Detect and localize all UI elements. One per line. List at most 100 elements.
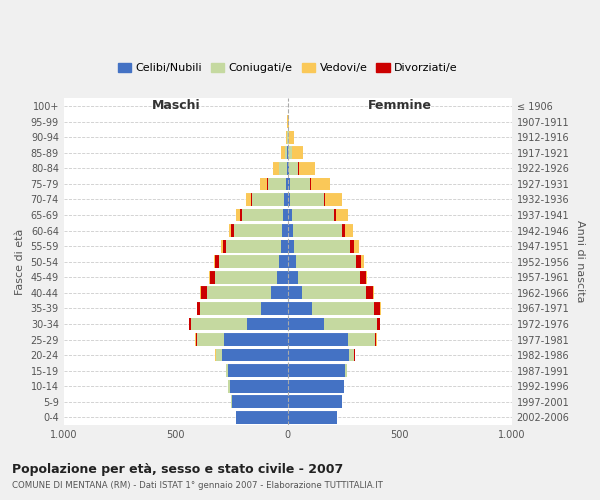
Bar <box>215 271 277 283</box>
Bar <box>221 240 223 252</box>
Bar <box>232 224 234 237</box>
Bar <box>196 333 197 346</box>
Bar <box>234 224 282 237</box>
Bar <box>288 302 313 315</box>
Bar <box>289 131 294 143</box>
Bar <box>288 411 337 424</box>
Bar <box>260 178 267 190</box>
Bar <box>356 256 361 268</box>
Bar <box>288 318 323 330</box>
Bar <box>251 193 252 206</box>
Bar <box>286 178 288 190</box>
Bar <box>252 193 284 206</box>
Bar <box>226 364 229 377</box>
Bar <box>288 224 293 237</box>
Bar <box>373 286 374 299</box>
Bar <box>236 208 240 222</box>
Text: Maschi: Maschi <box>151 99 200 112</box>
Bar <box>296 256 356 268</box>
Bar <box>207 286 271 299</box>
Bar <box>289 162 298 175</box>
Bar <box>336 208 349 222</box>
Bar <box>350 240 355 252</box>
Bar <box>290 178 310 190</box>
Bar <box>281 146 284 159</box>
Y-axis label: Fasce di età: Fasce di età <box>15 228 25 295</box>
Bar <box>292 146 302 159</box>
Bar <box>273 162 278 175</box>
Bar <box>226 240 281 252</box>
Bar <box>221 348 288 362</box>
Bar <box>197 302 200 315</box>
Bar <box>288 240 294 252</box>
Bar <box>323 318 377 330</box>
Bar <box>288 348 349 362</box>
Bar <box>268 178 286 190</box>
Bar <box>360 271 367 283</box>
Bar <box>349 348 354 362</box>
Bar <box>229 364 288 377</box>
Bar <box>214 256 215 268</box>
Legend: Celibi/Nubili, Coniugati/e, Vedovi/e, Divorziati/e: Celibi/Nubili, Coniugati/e, Vedovi/e, Di… <box>113 58 462 78</box>
Bar <box>288 380 344 392</box>
Bar <box>281 240 288 252</box>
Bar <box>220 256 279 268</box>
Bar <box>197 333 224 346</box>
Bar <box>288 131 289 143</box>
Bar <box>375 333 376 346</box>
Bar <box>230 380 288 392</box>
Bar <box>284 146 287 159</box>
Bar <box>284 193 288 206</box>
Bar <box>215 256 220 268</box>
Bar <box>232 396 288 408</box>
Bar <box>279 256 288 268</box>
Bar <box>236 411 288 424</box>
Bar <box>288 286 302 299</box>
Bar <box>210 271 215 283</box>
Text: COMUNE DI MENTANA (RM) - Dati ISTAT 1° gennaio 2007 - Elaborazione TUTTITALIA.IT: COMUNE DI MENTANA (RM) - Dati ISTAT 1° g… <box>12 481 383 490</box>
Bar <box>288 178 290 190</box>
Bar <box>355 240 359 252</box>
Bar <box>377 318 380 330</box>
Bar <box>271 286 288 299</box>
Bar <box>246 193 251 206</box>
Bar <box>288 256 296 268</box>
Bar <box>334 208 336 222</box>
Bar <box>240 208 242 222</box>
Bar <box>310 178 311 190</box>
Bar <box>288 333 348 346</box>
Bar <box>209 271 210 283</box>
Bar <box>229 224 232 237</box>
Text: Femmine: Femmine <box>368 99 432 112</box>
Bar <box>191 318 247 330</box>
Bar <box>200 302 261 315</box>
Bar <box>267 178 268 190</box>
Bar <box>288 146 292 159</box>
Bar <box>345 364 347 377</box>
Bar <box>287 131 288 143</box>
Bar <box>288 208 292 222</box>
Bar <box>288 396 341 408</box>
Bar <box>242 208 283 222</box>
Bar <box>374 302 380 315</box>
Bar <box>286 131 287 143</box>
Bar <box>229 380 230 392</box>
Bar <box>299 162 315 175</box>
Bar <box>224 333 288 346</box>
Bar <box>282 224 288 237</box>
Bar <box>293 224 341 237</box>
Bar <box>288 364 345 377</box>
Bar <box>348 333 375 346</box>
Bar <box>283 208 288 222</box>
Bar <box>290 193 324 206</box>
Text: Popolazione per età, sesso e stato civile - 2007: Popolazione per età, sesso e stato civil… <box>12 462 343 475</box>
Bar <box>261 302 288 315</box>
Bar <box>288 162 289 175</box>
Bar <box>325 193 341 206</box>
Bar <box>324 193 325 206</box>
Bar <box>313 302 374 315</box>
Y-axis label: Anni di nascita: Anni di nascita <box>575 220 585 303</box>
Bar <box>277 271 288 283</box>
Bar <box>366 286 373 299</box>
Bar <box>189 318 191 330</box>
